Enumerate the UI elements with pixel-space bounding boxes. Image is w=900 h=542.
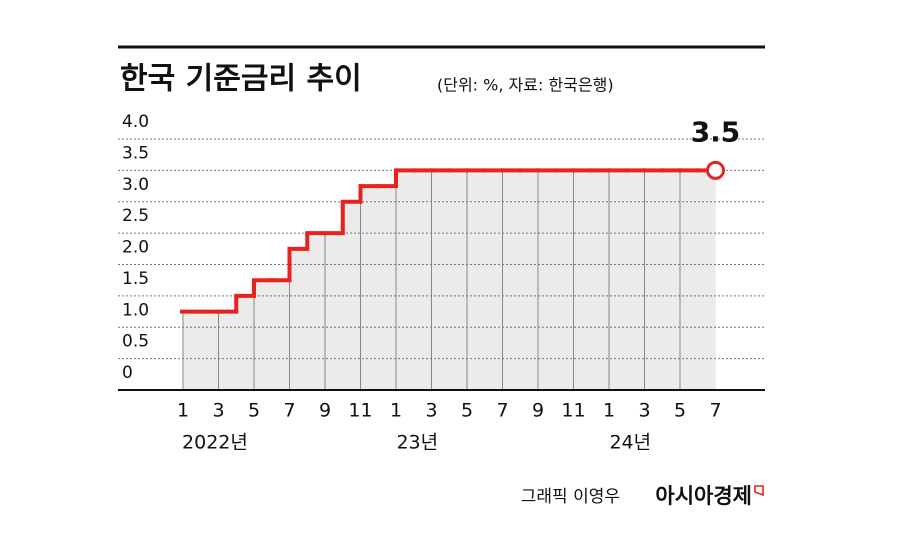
area-segment bbox=[555, 170, 574, 390]
end-marker bbox=[706, 160, 725, 180]
chart-title: 한국 기준금리 추이 bbox=[120, 62, 362, 97]
area-segment bbox=[325, 233, 344, 390]
area-segment bbox=[360, 186, 379, 390]
area-segment bbox=[520, 170, 539, 390]
area-segment bbox=[662, 170, 681, 390]
x-tick-label: 11 bbox=[561, 400, 585, 422]
area-segment bbox=[378, 186, 397, 390]
area-segment bbox=[697, 170, 716, 390]
y-tick-label: 0.5 bbox=[122, 332, 149, 352]
area-segment bbox=[609, 170, 628, 390]
area-segment bbox=[591, 170, 610, 390]
x-tick-label: 1 bbox=[603, 400, 615, 422]
y-tick-label: 3.0 bbox=[122, 175, 149, 195]
x-tick-label: 1 bbox=[177, 400, 189, 422]
area-segment bbox=[183, 311, 202, 390]
chart-subtitle: (단위: %, 자료: 한국은행) bbox=[437, 76, 614, 95]
area-segment bbox=[449, 170, 468, 390]
area-segment bbox=[431, 170, 450, 390]
area-segment bbox=[484, 170, 503, 390]
x-tick-label: 1 bbox=[390, 400, 402, 422]
x-tick-label: 5 bbox=[461, 400, 473, 422]
source-logo bbox=[754, 485, 764, 497]
y-tick-label: 1.5 bbox=[122, 269, 149, 289]
y-tick-label: 1.0 bbox=[122, 300, 149, 320]
area-segment bbox=[502, 170, 521, 390]
x-tick-label: 9 bbox=[532, 400, 544, 422]
x-tick-label: 7 bbox=[496, 400, 508, 422]
area-segment bbox=[467, 170, 486, 390]
area-segment bbox=[200, 311, 219, 390]
source: 아시아경제 bbox=[655, 484, 752, 508]
area-segment bbox=[413, 170, 432, 390]
x-tick-label: 11 bbox=[348, 400, 372, 422]
area-segment bbox=[236, 295, 255, 390]
credit: 그래픽 이영우 bbox=[521, 487, 620, 507]
x-tick-label: 7 bbox=[283, 400, 295, 422]
y-tick-label: 2.5 bbox=[122, 206, 149, 226]
y-tick-label: 4.0 bbox=[122, 112, 149, 132]
x-tick-label: 7 bbox=[709, 400, 721, 422]
plot: 00.51.01.52.02.53.03.54.0 3.51 3 5 7 9 11 1 3 5 7 9… bbox=[118, 112, 765, 454]
year-label: 24년 bbox=[609, 432, 651, 454]
data-label: 3.5 bbox=[691, 115, 741, 148]
area-segment bbox=[538, 170, 557, 390]
x-tick-label: 9 bbox=[319, 400, 331, 422]
year-label: 23년 bbox=[396, 432, 438, 454]
area-segment bbox=[289, 248, 308, 390]
area-segment bbox=[573, 170, 592, 390]
area-segment bbox=[271, 280, 290, 390]
y-tick-label: 2.0 bbox=[122, 238, 149, 258]
x-tick-label: 3 bbox=[212, 400, 224, 422]
x-tick-label: 5 bbox=[248, 400, 260, 422]
x-tick-label: 5 bbox=[674, 400, 686, 422]
x-tick-label: 3 bbox=[425, 400, 437, 422]
x-tick-label: 3 bbox=[638, 400, 650, 422]
area-segment bbox=[626, 170, 645, 390]
area-segment bbox=[307, 233, 326, 390]
area-segment bbox=[396, 170, 415, 390]
area-segment bbox=[254, 280, 273, 390]
area-segment bbox=[680, 170, 699, 390]
area-segment bbox=[218, 311, 237, 390]
y-tick-label: 0 bbox=[122, 363, 133, 383]
area-segment bbox=[644, 170, 663, 390]
year-label: 2022년 bbox=[182, 432, 248, 454]
y-tick-label: 3.5 bbox=[122, 143, 149, 163]
